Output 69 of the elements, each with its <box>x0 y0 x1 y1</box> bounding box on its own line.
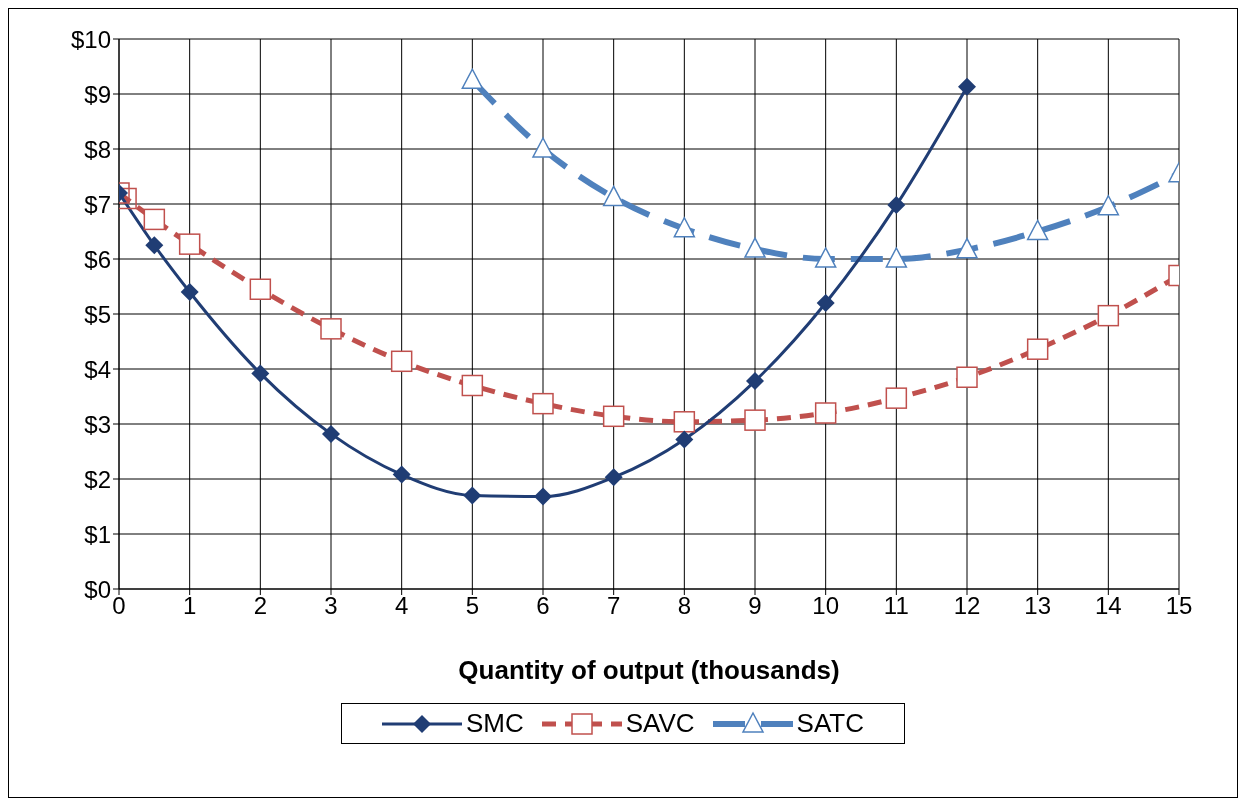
point <box>956 366 978 388</box>
x-tick-label: 7 <box>606 592 621 620</box>
point <box>461 68 484 89</box>
point <box>887 196 906 215</box>
point <box>532 137 554 158</box>
y-tick-label: $6 <box>84 245 111 273</box>
point <box>463 486 482 505</box>
point <box>814 402 837 424</box>
point <box>1026 219 1049 241</box>
x-tick-label: 2 <box>253 592 268 620</box>
y-tick-label: $3 <box>84 410 111 438</box>
point <box>958 77 976 96</box>
y-tick-label: $0 <box>84 575 111 603</box>
point <box>885 247 908 268</box>
point <box>1097 304 1120 327</box>
point <box>143 208 166 231</box>
x-tick-label: 15 <box>1165 592 1193 620</box>
legend-label: SMC <box>465 708 524 739</box>
y-tick-label: $4 <box>84 355 111 383</box>
point <box>532 392 554 415</box>
x-tick-label: 0 <box>112 592 126 620</box>
y-tick-label: $1 <box>84 520 111 548</box>
point <box>145 236 164 255</box>
x-tick-label: 9 <box>748 592 762 620</box>
y-tick-label: $2 <box>84 465 111 493</box>
x-tick-label: 13 <box>1024 592 1052 620</box>
y-tick-label: $8 <box>84 135 111 163</box>
point <box>744 409 766 431</box>
point <box>956 237 978 259</box>
point <box>249 278 272 300</box>
point <box>675 430 694 449</box>
point <box>744 237 766 258</box>
point <box>816 294 835 312</box>
x-tick-label: 1 <box>182 592 197 620</box>
point <box>602 405 625 428</box>
point <box>320 318 342 340</box>
x-tick-label: 12 <box>953 592 981 620</box>
point <box>534 487 552 506</box>
x-tick-label: 11 <box>883 592 909 620</box>
point <box>251 364 270 383</box>
point <box>602 185 625 207</box>
point <box>604 468 623 487</box>
point <box>461 374 484 397</box>
x-tick-label: 14 <box>1094 592 1122 620</box>
x-tick-label: 8 <box>677 592 692 620</box>
y-tick-label: $9 <box>84 80 111 108</box>
point <box>746 372 764 391</box>
point <box>673 217 696 238</box>
point <box>180 283 199 301</box>
point <box>392 465 411 484</box>
x-tick-label: 4 <box>394 592 409 620</box>
point <box>390 350 413 373</box>
x-axis-title: Quantity of output (thousands) <box>458 655 840 685</box>
x-tick-label: 6 <box>536 592 550 620</box>
point <box>1097 195 1120 216</box>
point <box>178 233 201 255</box>
point <box>885 387 908 409</box>
legend-label: SAVC <box>625 708 695 739</box>
y-tick-label: $5 <box>84 300 111 328</box>
y-tick-label: $7 <box>84 190 111 218</box>
x-tick-label: 5 <box>465 592 480 620</box>
x-tick-label: 3 <box>324 592 338 620</box>
y-tick-label: $10 <box>70 25 111 53</box>
point <box>322 424 340 443</box>
point <box>814 247 837 268</box>
x-tick-label: 10 <box>812 592 840 620</box>
point <box>1026 338 1049 360</box>
point <box>673 411 696 433</box>
legend-label: SATC <box>796 708 865 739</box>
